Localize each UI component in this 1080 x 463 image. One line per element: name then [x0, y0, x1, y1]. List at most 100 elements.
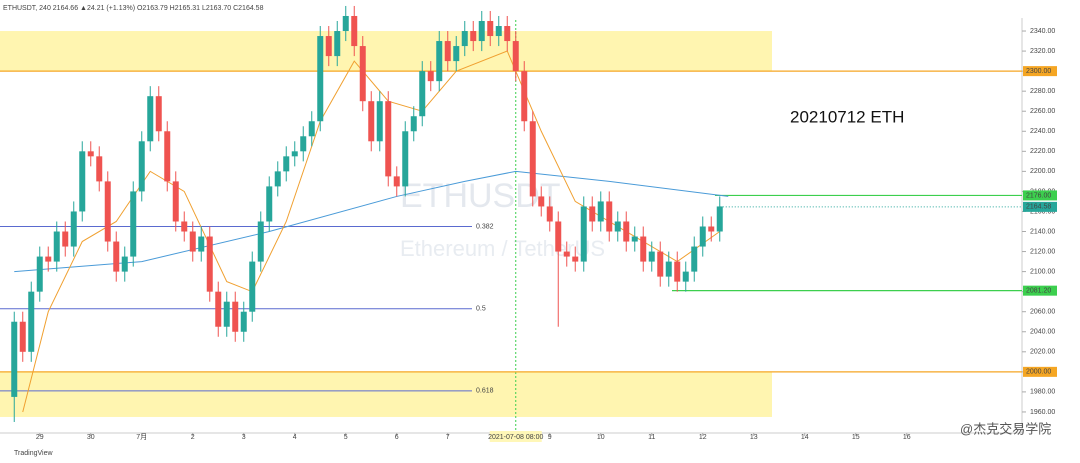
- x-tick-label: 29: [36, 434, 44, 441]
- moving-average: [22, 50, 721, 413]
- candle-body: [419, 71, 426, 117]
- y-tick-label: 2100.00: [1030, 268, 1055, 275]
- candle-body: [487, 21, 494, 37]
- candle-body: [266, 186, 273, 222]
- candle-body: [470, 31, 477, 42]
- y-tick-label: 2240.00: [1030, 128, 1055, 135]
- candle-body: [699, 226, 706, 247]
- y-tick-label: 2120.00: [1030, 248, 1055, 255]
- candle-body: [138, 141, 145, 192]
- level-box: [1023, 190, 1057, 201]
- candle-body: [368, 101, 375, 142]
- candle-body: [36, 256, 43, 292]
- candle-body: [478, 21, 485, 42]
- x-tick-label: 2: [191, 434, 195, 441]
- candle-body: [580, 206, 587, 262]
- header: ETHUSDT, 240 2164.66 ▲24.21 (+1.13%) O21…: [3, 5, 264, 12]
- candle-body: [572, 256, 579, 262]
- x-tick-label: 5: [344, 434, 348, 441]
- candle-body: [589, 206, 596, 222]
- annotation: 20210712 ETH: [790, 107, 904, 126]
- fib-label: 0.382: [476, 223, 494, 230]
- candle-body: [240, 311, 247, 332]
- candle-body: [87, 151, 94, 157]
- candle-body: [631, 236, 638, 242]
- candle-body: [181, 221, 188, 232]
- candle-body: [53, 231, 60, 262]
- level-label: 2000.00: [1026, 369, 1051, 376]
- cursor-label: 2021-07-08 08:00: [488, 434, 543, 441]
- candle-body: [376, 101, 383, 142]
- candle-body: [317, 36, 324, 122]
- candle-body: [334, 31, 341, 57]
- candle-body: [130, 191, 137, 257]
- y-tick-label: 2140.00: [1030, 228, 1055, 235]
- x-tick-label: 6: [395, 434, 399, 441]
- candle-body: [232, 301, 239, 332]
- price-label: 2164.58: [1026, 204, 1051, 211]
- level-box: [1023, 285, 1057, 296]
- watermark-sub: Ethereum / TetherUS: [400, 236, 605, 261]
- candle-body: [189, 231, 196, 252]
- candle-body: [385, 101, 392, 177]
- candle-body: [393, 176, 400, 187]
- x-tick-label: 3: [242, 434, 246, 441]
- candle-body: [614, 221, 621, 232]
- candle-body: [691, 246, 698, 272]
- x-tick-label: 4: [293, 434, 297, 441]
- candle-body: [555, 221, 562, 252]
- x-tick-label: 7月: [136, 433, 147, 441]
- candle-body: [274, 171, 281, 187]
- candle-body: [206, 236, 213, 292]
- candle-body: [121, 256, 128, 272]
- x-tick-label: 14: [801, 434, 809, 441]
- candle-body: [283, 156, 290, 172]
- candle-body: [96, 156, 103, 182]
- y-tick-label: 2060.00: [1030, 309, 1055, 316]
- x-tick-label: 16: [903, 434, 911, 441]
- y-tick-label: 1960.00: [1030, 409, 1055, 416]
- candle-body: [223, 301, 230, 327]
- y-tick-label: 2040.00: [1030, 329, 1055, 336]
- candle-body: [402, 131, 409, 187]
- x-tick-label: 10: [597, 434, 605, 441]
- level-box: [1023, 66, 1057, 77]
- candle-body: [427, 71, 434, 82]
- x-tick-label: 13: [750, 434, 758, 441]
- credit: @杰克交易学院: [960, 421, 1051, 436]
- candle-body: [521, 71, 528, 122]
- y-tick-label: 2200.00: [1030, 168, 1055, 175]
- candle-body: [674, 261, 681, 282]
- candle-body: [606, 201, 613, 232]
- candle-body: [665, 261, 672, 277]
- zone: [0, 371, 772, 417]
- candle-body: [79, 151, 86, 212]
- candle-body: [342, 15, 349, 32]
- candle-body: [546, 206, 553, 222]
- y-tick-label: 1980.00: [1030, 389, 1055, 396]
- moving-average: [14, 170, 729, 273]
- cursor-box: [489, 431, 542, 442]
- candle-body: [70, 211, 77, 247]
- fib-label: 0.618: [476, 388, 494, 395]
- candle-body: [504, 26, 511, 42]
- x-tick-label: 7: [446, 434, 450, 441]
- footer: TradingView: [14, 450, 53, 457]
- candle-body: [257, 221, 264, 262]
- x-tick-label: 30: [87, 434, 95, 441]
- candle-body: [512, 41, 519, 72]
- candle-body: [682, 271, 689, 282]
- candle-body: [45, 256, 52, 262]
- candle-body: [291, 151, 298, 157]
- candle-body: [62, 231, 69, 247]
- candle-body: [359, 46, 366, 102]
- x-tick-label: 15: [852, 434, 860, 441]
- candle-body: [461, 31, 468, 47]
- level-label: 2176.00: [1026, 192, 1051, 199]
- candle-body: [11, 321, 18, 397]
- y-tick-label: 2320.00: [1030, 48, 1055, 55]
- candle-body: [410, 116, 417, 132]
- y-tick-label: 2340.00: [1030, 28, 1055, 35]
- candle-body: [648, 251, 655, 262]
